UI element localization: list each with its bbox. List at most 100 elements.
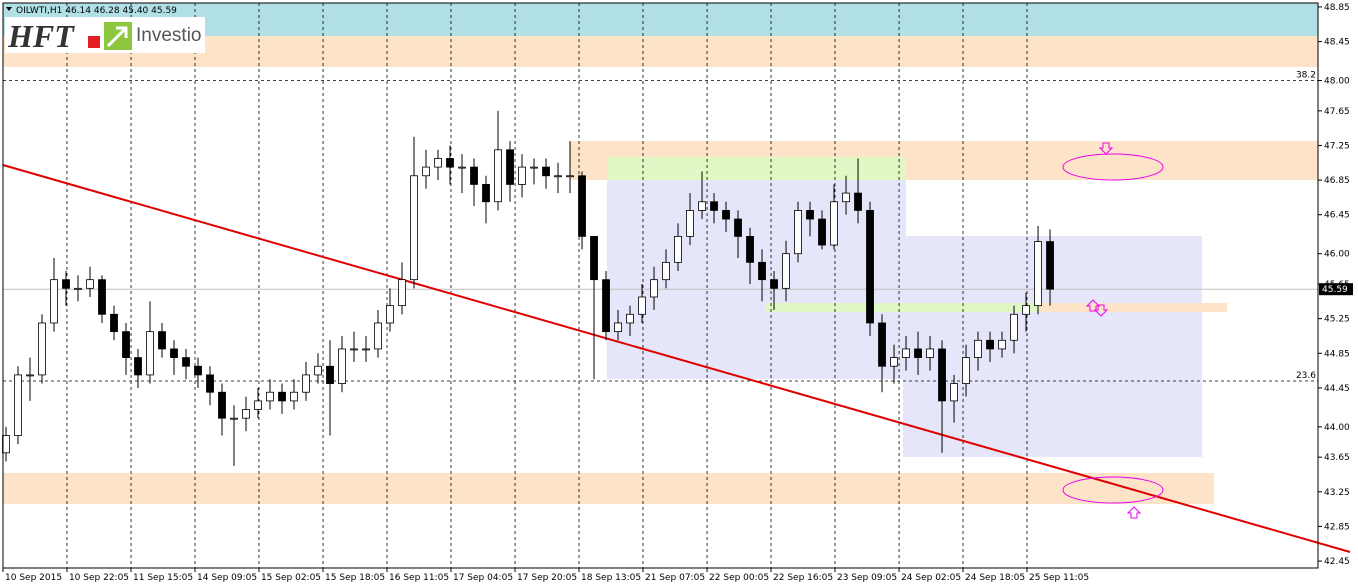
logo-name: Investio — [136, 25, 201, 46]
candle-body — [542, 166, 550, 177]
candle-body — [194, 365, 202, 376]
candle-body — [686, 210, 694, 237]
zones — [3, 3, 1318, 504]
fib-label: 38.2 — [1296, 71, 1316, 81]
candle-body — [302, 374, 310, 393]
candle-body — [626, 313, 634, 324]
candle-body — [266, 391, 274, 402]
candles — [2, 110, 1054, 466]
candle-body — [530, 166, 538, 169]
header: OILWTI,H1 46.14 46.28 45.40 45.59 — [6, 6, 177, 16]
candle-body — [122, 331, 130, 358]
x-tick-label: 22 Sep 00:05 — [709, 573, 769, 583]
y-tick-label: 46.85 — [1324, 176, 1350, 186]
candle-body — [134, 357, 142, 376]
candle-body — [326, 365, 334, 384]
x-tick-label: 16 Sep 11:05 — [389, 573, 449, 583]
candle-body — [230, 417, 238, 420]
candle-body — [722, 210, 730, 220]
zone — [3, 473, 1214, 504]
candle-body — [710, 201, 718, 211]
candle-body — [854, 192, 862, 211]
y-tick-label: 42.85 — [1324, 522, 1350, 532]
candle-body — [482, 184, 490, 203]
x-tick-label: 18 Sep 13:05 — [581, 573, 641, 583]
open: 46.14 — [65, 6, 91, 16]
candle-body — [926, 348, 934, 358]
candle-body — [1046, 241, 1054, 290]
candle-body — [770, 279, 778, 289]
candle-body — [518, 166, 526, 185]
annotations — [1062, 142, 1164, 519]
y-tick-label: 46.45 — [1324, 211, 1350, 221]
low: 45.40 — [123, 6, 149, 16]
zone — [607, 157, 906, 180]
y-tick-label: 46.00 — [1324, 250, 1350, 260]
zone — [3, 36, 1318, 67]
candle-body — [110, 313, 118, 333]
zone — [765, 303, 1040, 312]
candle-body — [950, 383, 958, 402]
candle-body — [350, 348, 358, 351]
candle-body — [314, 365, 322, 376]
candle-body — [878, 322, 886, 367]
price-label: 45.59 — [1322, 285, 1348, 295]
candle-body — [386, 305, 394, 324]
candle-body — [50, 279, 58, 324]
candle-body — [218, 391, 226, 419]
header-text: OILWTI,H1 46.14 46.28 45.40 45.59 — [16, 6, 177, 16]
candle-body — [2, 435, 10, 454]
candle-body — [434, 158, 442, 168]
x-tick-label: 14 Sep 09:05 — [197, 573, 257, 583]
candle-body — [422, 166, 430, 177]
y-tick-label: 47.65 — [1324, 107, 1350, 117]
candle-body — [338, 348, 346, 384]
candle-body — [938, 348, 946, 402]
grid — [2, 3, 1318, 568]
candle-body — [806, 210, 814, 220]
candle-body — [38, 322, 46, 376]
candle-body — [146, 331, 154, 376]
arrow-up — [1126, 506, 1142, 519]
ellipse — [1062, 476, 1164, 504]
candle-body — [818, 218, 826, 246]
candle-body — [362, 348, 370, 351]
y-tick-label: 44.00 — [1324, 423, 1350, 433]
symbol: OILWTI,H1 — [16, 6, 62, 16]
x-tick-label: 24 Sep 18:05 — [965, 573, 1025, 583]
candle-body — [830, 201, 838, 246]
y-tick-label: 47.25 — [1324, 141, 1350, 151]
candle-body — [794, 210, 802, 255]
candle-body — [374, 322, 382, 350]
x-tick-label: 22 Sep 16:05 — [773, 573, 833, 583]
x-tick-label: 21 Sep 07:05 — [645, 573, 705, 583]
candle-body — [62, 279, 70, 289]
x-tick-label: 10 Sep 2015 — [5, 573, 62, 583]
candle-body — [182, 357, 190, 367]
logo-arrow — [106, 26, 128, 48]
candle-body — [74, 287, 82, 290]
x-tick-label: 15 Sep 18:05 — [325, 573, 385, 583]
candle-body — [26, 374, 34, 377]
x-tick-label: 11 Sep 15:05 — [133, 573, 193, 583]
x-tick-label: 23 Sep 09:05 — [837, 573, 897, 583]
y-tick-label: 42.45 — [1324, 557, 1350, 567]
candle-body — [662, 261, 670, 281]
x-tick-label: 17 Sep 04:05 — [453, 573, 513, 583]
x-tick-label: 17 Sep 20:05 — [517, 573, 577, 583]
candle-body — [782, 253, 790, 289]
trend-line — [2, 164, 1351, 553]
candle-body — [206, 374, 214, 393]
candle-body — [158, 331, 166, 350]
zone — [3, 3, 1318, 36]
y-tick-label: 48.00 — [1324, 77, 1350, 87]
fib-label: 23.6 — [1296, 371, 1316, 381]
y-tick-label: 44.45 — [1324, 384, 1350, 394]
x-tick-label: 24 Sep 02:05 — [901, 573, 961, 583]
candle-body — [914, 348, 922, 358]
candle-body — [866, 210, 874, 324]
x-tick-label: 10 Sep 22:05 — [69, 573, 129, 583]
candle-body — [566, 175, 574, 178]
x-tick-label: 15 Sep 02:05 — [261, 573, 321, 583]
